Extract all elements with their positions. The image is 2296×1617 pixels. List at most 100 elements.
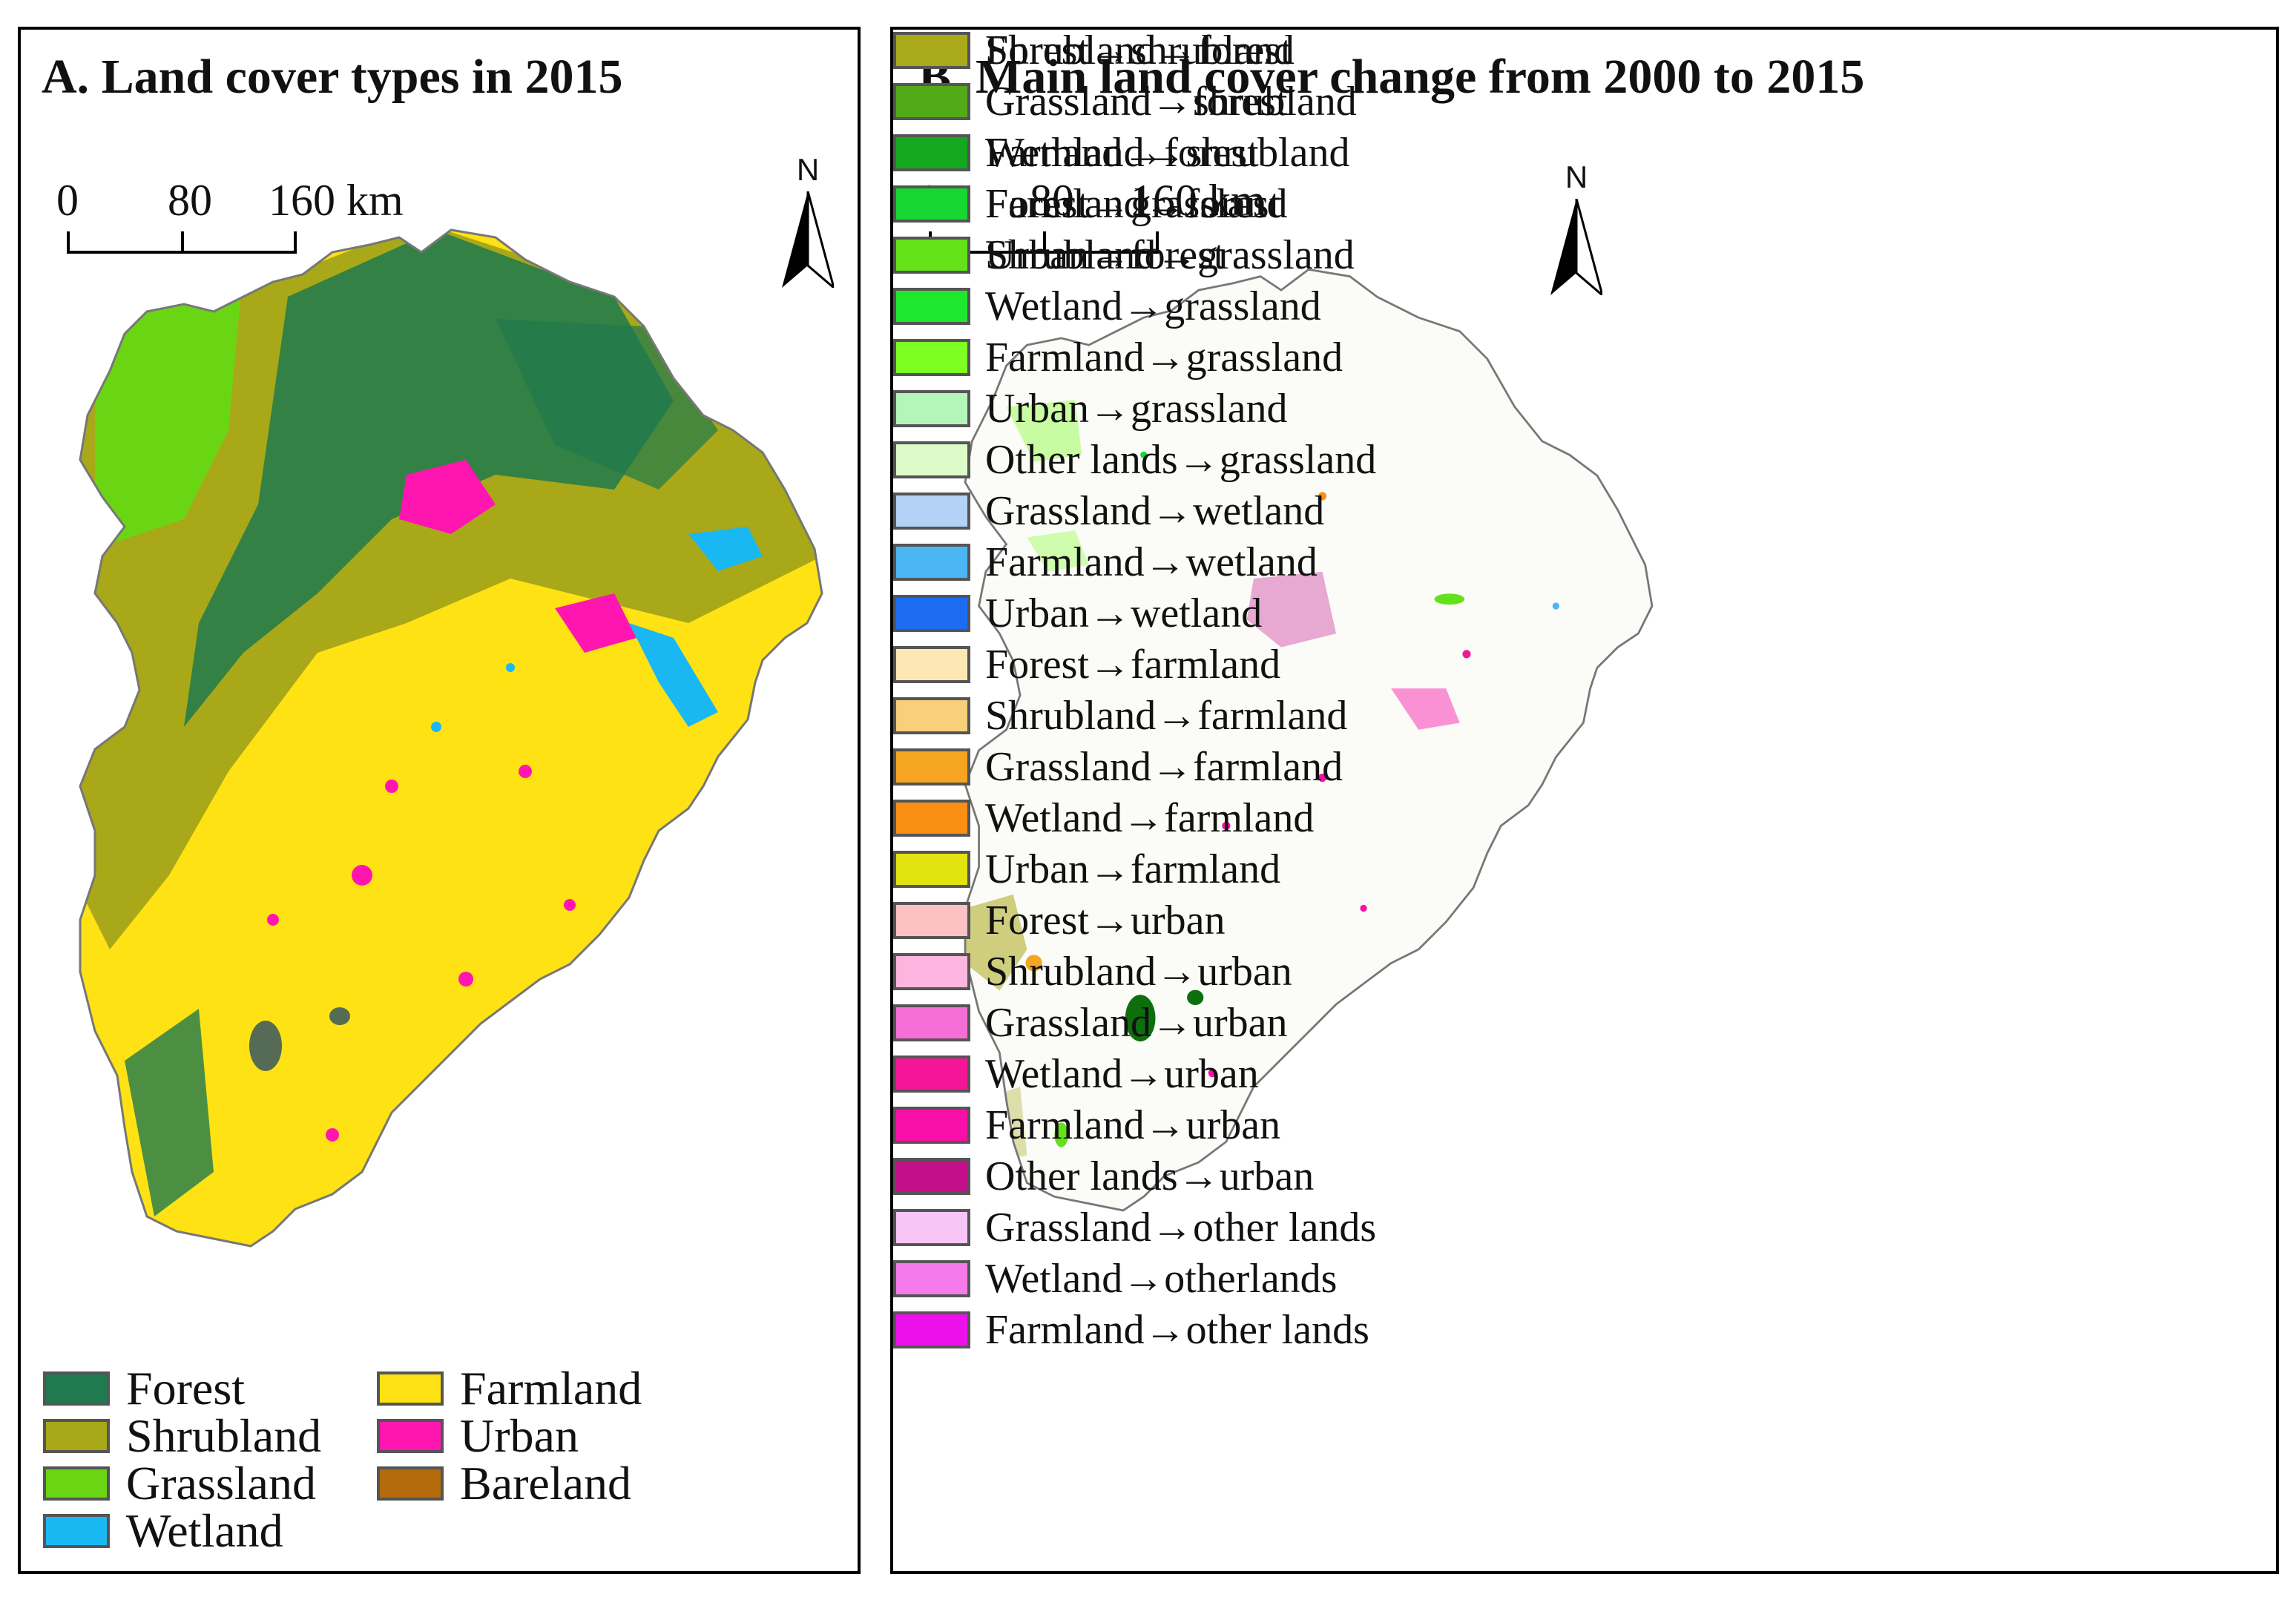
legend-label: Grassland→other lands (985, 1205, 1377, 1251)
legend-label: Wetland→otherlands (985, 1256, 1338, 1302)
scale-label-0: 0 (56, 176, 79, 225)
legend-item-grassland-shrubland: Grassland→shrubland (893, 81, 1357, 122)
legend-label: Bareland (460, 1457, 631, 1509)
legend-label: Farmland→forest (985, 181, 1281, 227)
legend-label: Grassland→urban (985, 1000, 1288, 1046)
scale-tick (1043, 231, 1046, 254)
land-cover-change-map (964, 268, 1654, 1212)
legend-label: Shrubland→farmland (985, 693, 1348, 739)
legend-item-grassland-wetland: Grassland→wetland (893, 490, 1324, 532)
legend-label: Grassland (126, 1457, 316, 1509)
north-label: N (1565, 159, 1588, 194)
legend-item-farmland: Farmland (377, 1365, 642, 1412)
legend-label: Urban→grassland (985, 386, 1288, 432)
legend-label: Shrubland→forest (985, 27, 1292, 73)
legend-swatch (893, 748, 970, 786)
legend-swatch (893, 1158, 970, 1195)
legend-label: Forest→grassland (985, 181, 1288, 227)
north-arrow: N (1543, 162, 1610, 303)
north-arrow-icon (1550, 199, 1602, 295)
legend-item-urban: Urban (377, 1412, 579, 1460)
legend-item-wetland-urban: Wetland→urban (893, 1053, 1259, 1095)
legend-swatch (377, 1419, 444, 1453)
legend-label: Farmland→urban (985, 1102, 1281, 1148)
legend-swatch (893, 953, 970, 990)
scale-tick (294, 231, 297, 254)
legend-item-farmland-shrubland: Farmland→shrubland (893, 132, 1349, 174)
legend-swatch (893, 800, 970, 837)
legend-label: Urban→forest (985, 232, 1226, 278)
legend-item-grassland-urban: Grassland→urban (893, 1002, 1287, 1044)
legend-swatch (893, 339, 970, 376)
legend-label: Urban→wetland (985, 590, 1263, 636)
legend-swatch (893, 288, 970, 325)
legend-item-forest-shrubland: Forest→shrubland (893, 30, 1295, 71)
legend-label: Other lands→urban (985, 1153, 1315, 1199)
legend-label: Farmland→shrubland (985, 130, 1350, 176)
legend-swatch (893, 1107, 970, 1144)
legend-land-cover: Forest Shrubland Grassland Wetland Farmland U… (43, 1365, 852, 1572)
legend-item-farmland-other-lands: Farmland→other lands (893, 1309, 1369, 1351)
legend-item-grassland: Grassland (43, 1460, 316, 1507)
legend-swatch (893, 595, 970, 632)
legend-label: Forest→farmland (985, 642, 1281, 688)
legend-label: Urban (460, 1409, 579, 1462)
legend-item-urban-farmland: Urban→farmland (893, 849, 1280, 890)
legend-item-other-lands-grassland: Other lands→grassland (893, 439, 1376, 481)
legend-swatch (893, 1209, 970, 1246)
land-cover-map (79, 228, 823, 1248)
panel-b-title: B. Main land cover change from 2000 to 2… (918, 50, 1865, 104)
region-boundary (79, 228, 823, 1248)
legend-item-wetland-grassland: Wetland→grassland (893, 286, 1321, 327)
legend-swatch (893, 1056, 970, 1093)
legend-label: Shrubland→grassland (985, 232, 1355, 278)
north-arrow: N (774, 154, 841, 295)
scale-label-80: 80 (1030, 176, 1074, 225)
legend-label: Shrubland→urban (985, 949, 1292, 995)
legend-label: Wetland→grassland (985, 283, 1321, 329)
legend-swatch (893, 1311, 970, 1348)
legend-item-forest-urban: Forest→urban (893, 900, 1226, 941)
legend-item-farmland-wetland: Farmland→wetland (893, 541, 1318, 583)
map-region-fill (80, 230, 822, 1246)
legend-label: Forest→urban (985, 898, 1226, 943)
legend-swatch (377, 1466, 444, 1501)
legend-item-forest-grassland: Forest→grassland (893, 183, 1288, 225)
legend-swatch (893, 237, 970, 274)
legend-label: Urban→farmland (985, 846, 1281, 892)
legend-swatch (893, 493, 970, 530)
legend-swatch (377, 1371, 444, 1406)
legend-label: Farmland→wetland (985, 539, 1318, 585)
scale-label-160: 160 km (1131, 176, 1266, 225)
legend-swatch (43, 1371, 110, 1406)
scale-bar: 0 80 160 km (46, 148, 404, 274)
legend-change-main: Forest→shrubland Grassland→shrubland Farml… (893, 30, 1442, 1617)
legend-item-farmland-urban: Farmland→urban (893, 1104, 1280, 1146)
legend-label: Farmland→grassland (985, 335, 1343, 381)
legend-item-wetland: Wetland (43, 1507, 283, 1555)
legend-label: Farmland→other lands (985, 1307, 1369, 1353)
scale-tick (181, 231, 184, 254)
panel-a-title: A. Land cover types in 2015 (42, 50, 623, 104)
legend-swatch (893, 1260, 970, 1297)
legend-item-urban-grassland: Urban→grassland (893, 388, 1287, 429)
legend-swatch (893, 83, 970, 120)
legend-label: Wetland→farmland (985, 795, 1315, 841)
legend-swatch (893, 441, 970, 478)
legend-swatch (893, 134, 970, 171)
scale-label-160: 160 km (269, 176, 404, 225)
legend-label: Wetland (126, 1504, 283, 1557)
legend-item-forest: Forest (43, 1365, 245, 1412)
legend-item-wetland-otherlands: Wetland→otherlands (893, 1258, 1337, 1300)
legend-label: Grassland→forest (985, 79, 1288, 125)
legend-swatch (893, 902, 970, 939)
legend-label: Forest→shrubland (985, 27, 1295, 73)
legend-item-shrubland: Shrubland (43, 1412, 321, 1460)
legend-swatch (893, 32, 970, 69)
legend-label: Grassland→wetland (985, 488, 1325, 534)
legend-label: Forest (126, 1362, 245, 1415)
legend-item-bareland: Bareland (377, 1460, 631, 1507)
legend-item-farmland-grassland: Farmland→grassland (893, 337, 1343, 378)
legend-label: Farmland (460, 1362, 642, 1415)
legend-swatch (43, 1466, 110, 1501)
